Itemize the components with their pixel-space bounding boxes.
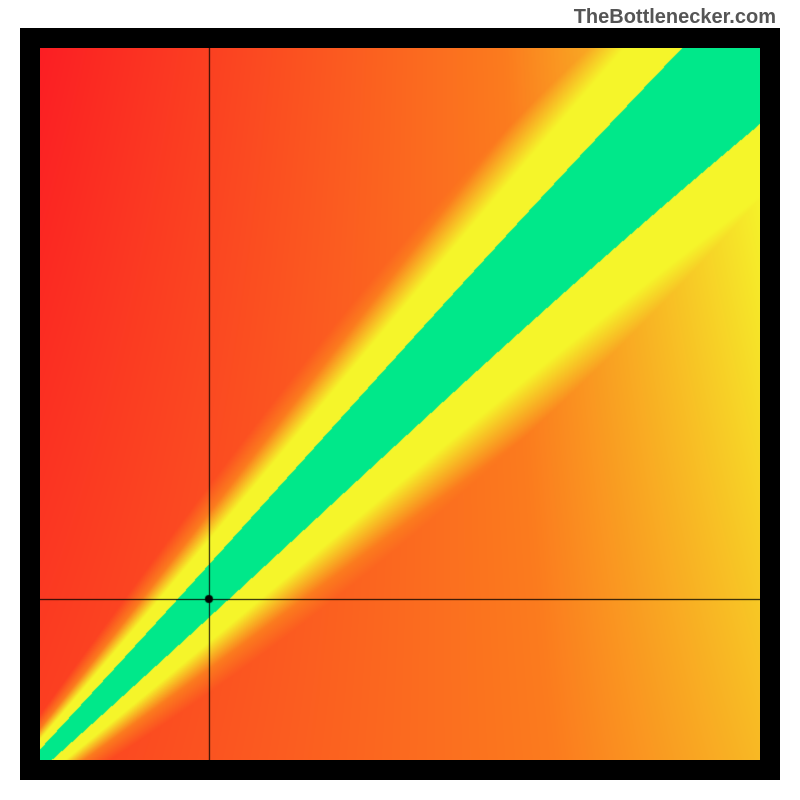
heatmap-canvas (40, 48, 760, 760)
chart-container: TheBottlenecker.com (0, 0, 800, 800)
watermark-text: TheBottlenecker.com (574, 6, 776, 29)
chart-frame (20, 28, 780, 780)
